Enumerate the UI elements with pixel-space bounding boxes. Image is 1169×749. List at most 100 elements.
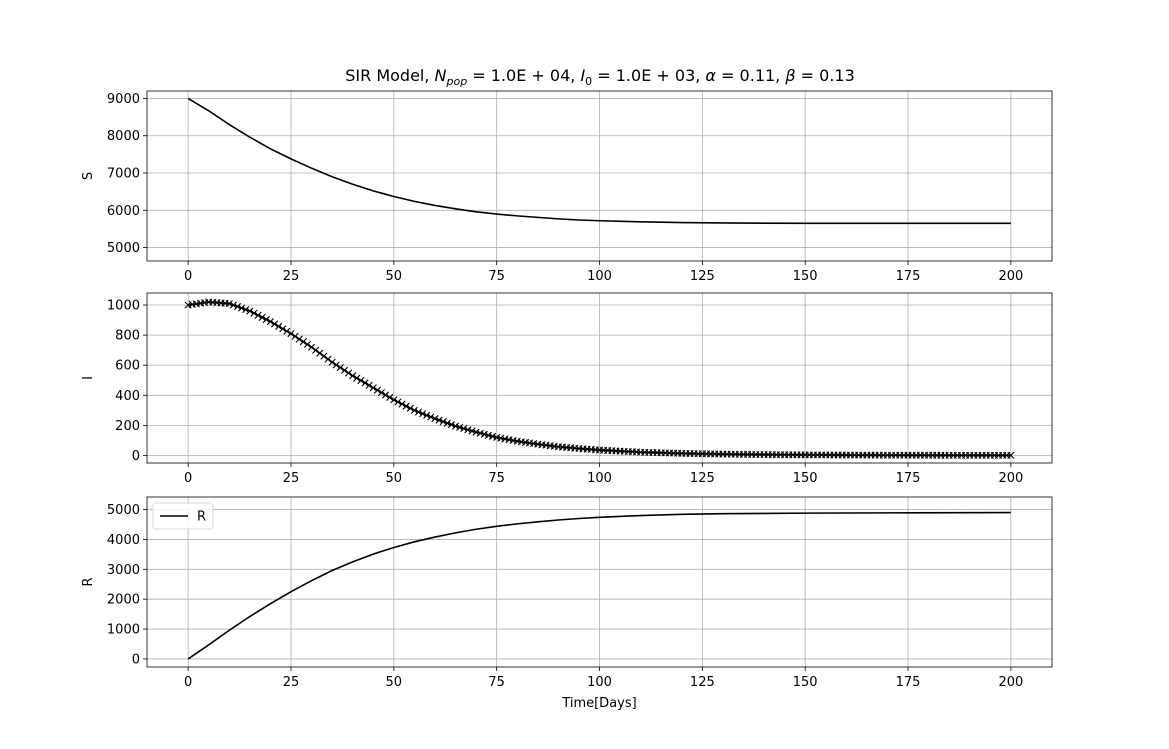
x-tick-label: 125 <box>690 471 715 486</box>
series-marker <box>394 398 402 406</box>
x-tick-label: 100 <box>587 269 612 284</box>
x-tick-label: 125 <box>690 675 715 690</box>
x-tick-label: 25 <box>283 675 300 690</box>
series-marker <box>357 376 365 385</box>
series-marker <box>468 427 476 435</box>
series-marker <box>423 411 431 419</box>
series-marker <box>332 361 340 369</box>
x-tick-label: 25 <box>283 269 300 284</box>
series-marker <box>365 381 373 389</box>
series-marker <box>287 330 295 338</box>
subplot-1: 0 25 50 75 100 125 150 175 200 5000 6000 7000 8000 90… <box>81 90 1053 284</box>
y-tick-label: 800 <box>115 329 140 344</box>
series-marker <box>451 422 460 430</box>
y-axis-label: R <box>81 577 96 586</box>
series-marker <box>349 372 357 380</box>
series-marker <box>460 424 468 433</box>
series-marker <box>386 393 394 401</box>
series-line-S <box>187 97 1011 225</box>
y-tick-label: 400 <box>115 389 140 404</box>
x-tick-label: 150 <box>793 269 818 284</box>
y-tick-label: 5000 <box>107 503 140 518</box>
y-tick-label: 0 <box>132 449 140 464</box>
series-marker <box>246 307 254 315</box>
x-tick-label: 75 <box>488 471 505 486</box>
y-axis-label: S <box>81 172 96 180</box>
x-tick-label: 0 <box>184 269 192 284</box>
series-marker <box>238 304 246 312</box>
series-marker <box>279 325 287 333</box>
series-marker <box>480 430 488 438</box>
x-tick-label: 25 <box>283 471 300 486</box>
axes-frame <box>146 90 1053 262</box>
series-marker <box>266 317 274 326</box>
y-axis-label: I <box>81 376 96 380</box>
x-axis-label: Time[Days] <box>561 696 636 711</box>
y-tick-label: 5000 <box>107 241 140 256</box>
series-marker <box>447 421 455 429</box>
series-marker <box>328 358 336 366</box>
x-tick-label: 50 <box>386 269 403 284</box>
series-marker <box>344 369 353 377</box>
series-marker <box>336 364 344 372</box>
y-tick-label: 7000 <box>107 167 140 182</box>
y-tick-label: 0 <box>132 652 140 667</box>
x-tick-label: 100 <box>587 675 612 690</box>
series-marker <box>398 400 406 408</box>
series-marker <box>464 426 472 434</box>
series-marker <box>250 309 258 317</box>
x-tick-label: 50 <box>386 471 403 486</box>
y-tick-label: 2000 <box>107 593 140 608</box>
y-tick-label: 1000 <box>107 623 140 638</box>
series-marker <box>427 413 435 421</box>
series-marker <box>229 301 237 309</box>
series-marker <box>382 391 390 399</box>
series-marker <box>312 346 320 354</box>
y-tick-label: 200 <box>115 419 140 434</box>
x-tick-label: 75 <box>488 269 505 284</box>
x-tick-label: 0 <box>184 471 192 486</box>
series-marker <box>390 396 398 404</box>
x-tick-label: 0 <box>184 675 192 690</box>
series-marker <box>410 406 418 414</box>
series-marker <box>373 386 381 394</box>
series-marker <box>270 320 279 328</box>
x-tick-label: 175 <box>896 269 921 284</box>
legend: R <box>152 502 214 530</box>
y-tick-label: 8000 <box>107 129 140 144</box>
series-marker <box>225 299 233 308</box>
series-line-R <box>187 511 1011 660</box>
series-marker <box>456 423 464 431</box>
series-marker <box>254 311 262 319</box>
series-marker <box>431 415 439 423</box>
series-marker <box>414 408 423 416</box>
y-tick-label: 4000 <box>107 533 140 548</box>
series-marker <box>1007 451 1015 459</box>
x-tick-label: 200 <box>998 269 1023 284</box>
series-marker <box>299 338 307 346</box>
x-tick-label: 175 <box>896 471 921 486</box>
series-marker <box>324 355 332 363</box>
x-tick-label: 150 <box>793 675 818 690</box>
series-marker <box>406 404 414 412</box>
chart-title: SIR Model, Npop = 1.0E + 04, I0 = 1.0E +… <box>345 66 855 88</box>
subplot-3: 0 25 50 75 100 125 150 175 200010002000300040005… <box>81 496 1053 711</box>
series-marker <box>291 332 299 340</box>
series-marker <box>262 315 270 324</box>
series-marker <box>303 340 312 349</box>
series-marker <box>439 418 447 426</box>
x-tick-label: 175 <box>896 675 921 690</box>
series-marker <box>435 416 443 424</box>
series-marker <box>377 389 386 397</box>
x-tick-label: 200 <box>998 675 1023 690</box>
x-tick-label: 50 <box>386 675 403 690</box>
series-marker <box>275 322 283 330</box>
series-marker <box>258 313 266 321</box>
subplot-2: 0 25 50 75 100 125 150 175 200 0 200 400 600 800 1000 I <box>81 292 1053 486</box>
series-marker <box>316 349 324 357</box>
x-tick-label: 150 <box>793 471 818 486</box>
series-marker <box>419 410 427 418</box>
series-marker <box>484 431 493 439</box>
legend-label: R <box>197 510 206 525</box>
